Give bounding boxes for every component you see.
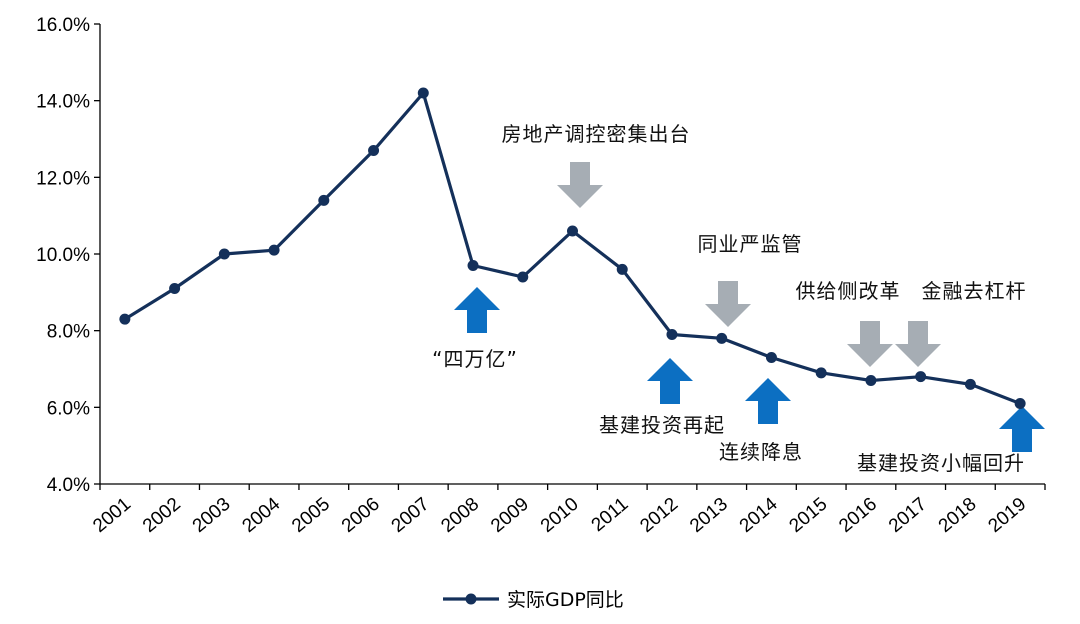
x-tick-label: 2004 <box>238 493 284 537</box>
data-point <box>218 248 230 260</box>
x-tick-label: 2016 <box>835 494 881 537</box>
data-point <box>616 263 628 275</box>
data-point <box>318 194 330 206</box>
event-annotation-label: 金融去杠杆 <box>922 279 1027 303</box>
x-tick-label: 2007 <box>388 494 434 537</box>
data-point <box>716 332 728 344</box>
x-tick-label: 2010 <box>537 494 583 537</box>
data-point <box>964 378 976 390</box>
event-annotation-label: 房地产调控密集出台 <box>502 122 691 146</box>
down-arrow-icon <box>557 162 603 208</box>
x-tick-label: 2017 <box>885 494 931 537</box>
x-tick-label: 2005 <box>288 494 334 537</box>
data-point <box>467 260 479 271</box>
data-point <box>765 352 777 363</box>
down-arrow-icon <box>705 281 751 327</box>
data-point <box>1014 398 1026 409</box>
x-tick-label: 2001 <box>89 494 135 537</box>
legend: 实际GDP同比 <box>443 589 624 611</box>
x-tick-label: 2014 <box>736 493 782 537</box>
event-annotation-label: 同业严监管 <box>698 232 803 256</box>
x-tick-label: 2013 <box>686 494 732 537</box>
x-tick-label: 2012 <box>636 494 682 537</box>
event-arrows <box>454 162 1045 452</box>
up-arrow-icon <box>454 287 500 333</box>
x-tick-label: 2009 <box>487 494 533 537</box>
data-point <box>915 371 927 383</box>
up-arrow-icon <box>647 358 693 404</box>
data-point <box>567 225 578 237</box>
down-arrow-icon <box>847 321 893 367</box>
data-point <box>517 271 529 283</box>
data-point <box>119 313 131 325</box>
x-tick-label: 2006 <box>338 494 384 537</box>
data-point <box>169 283 181 294</box>
y-tick-label: 12.0% <box>36 168 90 189</box>
y-tick-label: 10.0% <box>36 245 90 266</box>
event-annotation-label: “四万亿” <box>432 347 518 371</box>
down-arrow-icon <box>895 321 941 367</box>
up-arrow-icon <box>999 406 1045 452</box>
legend-label: 实际GDP同比 <box>507 589 624 611</box>
data-point <box>815 367 827 379</box>
data-point <box>865 375 877 386</box>
x-tick-label: 2011 <box>588 494 633 536</box>
y-tick-label: 4.0% <box>47 475 90 496</box>
y-ticks: 4.0% 6.0% 8.0% 10.0% 12.0% 14.0% 16.0% <box>36 15 100 496</box>
series-points <box>119 87 1026 409</box>
y-tick-label: 16.0% <box>36 15 90 36</box>
y-tick-label: 6.0% <box>47 398 90 419</box>
legend-marker <box>465 593 477 605</box>
y-tick-label: 8.0% <box>47 322 90 343</box>
x-tick-label: 2002 <box>139 494 185 537</box>
x-tick-label: 2008 <box>437 494 483 537</box>
data-point <box>368 145 380 156</box>
event-annotation-label: 连续降息 <box>719 440 803 464</box>
event-annotation-label: 基建投资小幅回升 <box>857 451 1025 475</box>
x-tick-label: 2018 <box>935 494 981 537</box>
data-point <box>666 329 678 340</box>
data-point <box>268 244 280 256</box>
x-tick-label: 2015 <box>786 494 832 537</box>
x-ticks: 2001 2002 2003 2004 2005 2006 2007 2008 2009 2010… <box>89 484 1046 537</box>
y-tick-label: 14.0% <box>36 92 90 113</box>
x-tick-label: 2003 <box>189 494 235 537</box>
event-annotation-label: 供给侧改革 <box>796 279 901 303</box>
x-tick-label: 2019 <box>984 494 1030 537</box>
event-annotation-label: 基建投资再起 <box>599 413 725 437</box>
up-arrow-icon <box>745 378 791 424</box>
data-point <box>417 87 429 99</box>
